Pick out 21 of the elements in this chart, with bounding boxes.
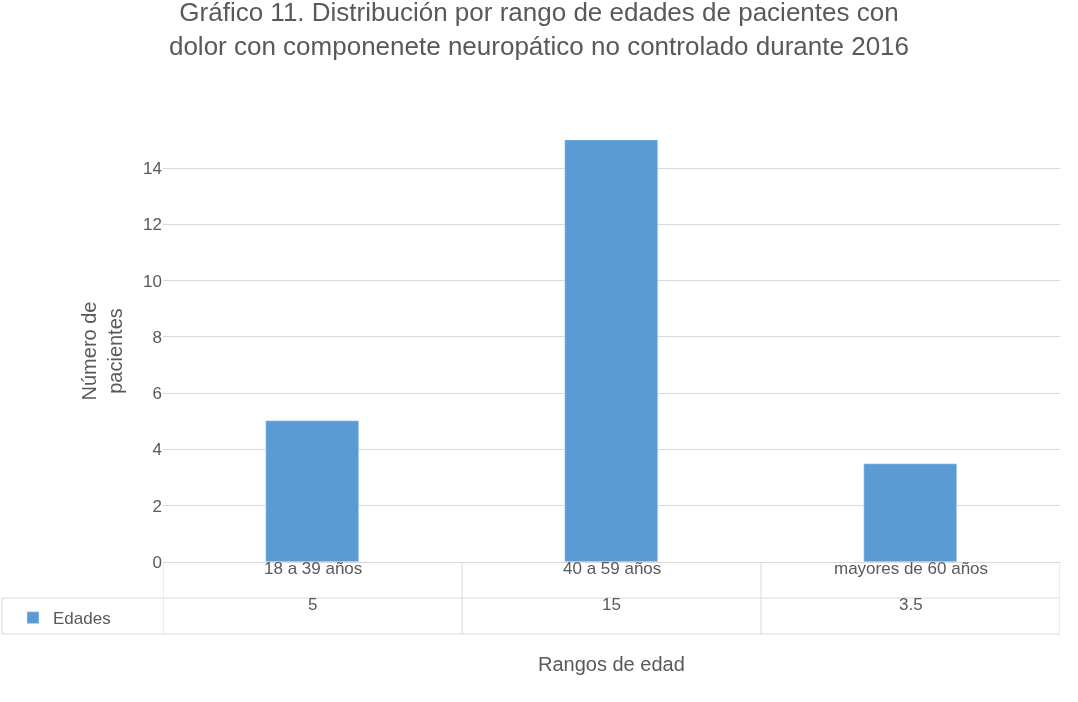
y-tick-label: 0 (152, 552, 162, 572)
y-tick-label: 10 (143, 271, 162, 291)
bar (863, 463, 957, 562)
bar (265, 420, 359, 562)
data-label: 5 (308, 595, 318, 614)
data-label: 15 (602, 595, 621, 614)
x-tick-label: mayores de 60 años (834, 559, 989, 578)
x-tick-label: 18 a 39 años (264, 559, 363, 578)
legend-label: Edades (53, 609, 111, 629)
y-tick-label: 14 (143, 159, 162, 179)
y-tick-label: 12 (143, 215, 162, 235)
y-axis-title: Número de pacientes (77, 301, 126, 401)
x-axis-title: Rangos de edad (538, 653, 685, 675)
data-label: 3.5 (899, 595, 923, 614)
y-tick-label: 6 (152, 384, 162, 404)
y-tick-label: 2 (152, 496, 162, 516)
x-tick-label: 40 a 59 años (563, 559, 662, 578)
chart-title: Gráfico 11. Distribución por rango de edades de pacientes con dolor con componenete neuropático no controlado durante 2016 (168, 0, 910, 61)
bar (564, 140, 658, 562)
y-tick-label: 4 (152, 440, 162, 460)
y-tick-label: 8 (152, 327, 162, 347)
